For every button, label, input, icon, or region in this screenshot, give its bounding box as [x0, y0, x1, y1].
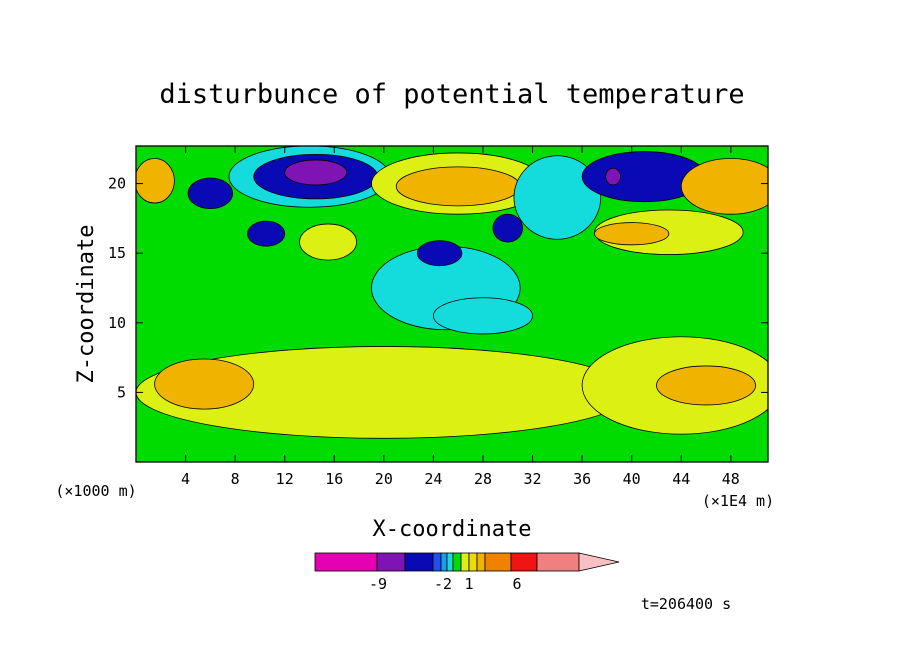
colorbar-swatch-10	[476, 552, 486, 572]
colorbar-swatch-8	[460, 552, 470, 572]
contour-region-1	[136, 158, 175, 204]
contour-region-18	[416, 240, 463, 267]
contour-region-13	[594, 222, 670, 246]
contour-region-8	[513, 155, 602, 240]
contour-region-16	[492, 213, 524, 243]
x-tick-label-40: 40	[623, 470, 641, 488]
contour-region-11	[680, 158, 768, 215]
contour-region-7	[395, 166, 521, 207]
colorbar-swatch-11	[484, 552, 512, 572]
x-tick-label-44: 44	[672, 470, 690, 488]
colorbar-swatch-2	[376, 552, 406, 572]
x-tick-label-48: 48	[722, 470, 740, 488]
x-tick-label-16: 16	[325, 470, 343, 488]
contour-region-5	[284, 159, 348, 186]
x-unit-right: (×1E4 m)	[702, 492, 774, 510]
colorbar-label-1: -9	[369, 575, 387, 593]
colorbar: -9 -2 1 6	[314, 552, 620, 593]
contour-region-19	[299, 223, 357, 261]
colorbar-swatch-4	[432, 552, 442, 572]
contour-region-2	[187, 177, 234, 210]
colorbar-swatch-7	[452, 552, 462, 572]
colorbar-swatch-1	[314, 552, 378, 572]
colorbar-swatch-5	[440, 552, 448, 572]
plot-frame	[135, 145, 769, 463]
y-tick-label-5: 5	[117, 383, 126, 401]
contour-field	[136, 146, 768, 462]
colorbar-label-4: 6	[512, 575, 521, 593]
colorbar-label-2: -2	[434, 575, 452, 593]
contour-region-10	[605, 167, 621, 186]
x-tick-label-8: 8	[231, 470, 240, 488]
x-tick-label-28: 28	[474, 470, 492, 488]
y-axis: 5 10 15 20	[108, 175, 768, 401]
colorbar-label-3: 1	[464, 575, 473, 593]
time-label: t=206400 s	[641, 595, 731, 613]
x-tick-label-36: 36	[573, 470, 591, 488]
x-axis-label: X-coordinate	[373, 517, 532, 542]
colorbar-arrow	[578, 552, 620, 572]
contour-region-23	[656, 365, 757, 406]
contour-region-21	[154, 358, 255, 410]
y-axis-label: Z-coordinate	[74, 225, 99, 384]
y-tick-label-20: 20	[108, 175, 126, 193]
y-tick-label-10: 10	[108, 314, 126, 332]
x-axis: 4 8 12 16 20 24 28 32 36 40 44 48	[181, 146, 740, 488]
colorbar-swatch-3	[404, 552, 434, 572]
chart-title: disturbunce of potential temperature	[159, 79, 744, 110]
x-unit-left: (×1000 m)	[55, 482, 136, 500]
colorbar-swatch-6	[446, 552, 454, 572]
colorbar-swatch-9	[468, 552, 478, 572]
colorbar-swatch-13	[536, 552, 580, 572]
x-tick-label-12: 12	[276, 470, 294, 488]
x-tick-label-32: 32	[524, 470, 542, 488]
y-tick-label-15: 15	[108, 244, 126, 262]
colorbar-swatch-12	[510, 552, 538, 572]
contour-region-17	[247, 220, 286, 247]
x-tick-label-24: 24	[424, 470, 442, 488]
contour-region-15	[433, 297, 533, 335]
x-tick-label-4: 4	[181, 470, 190, 488]
x-tick-label-20: 20	[375, 470, 393, 488]
